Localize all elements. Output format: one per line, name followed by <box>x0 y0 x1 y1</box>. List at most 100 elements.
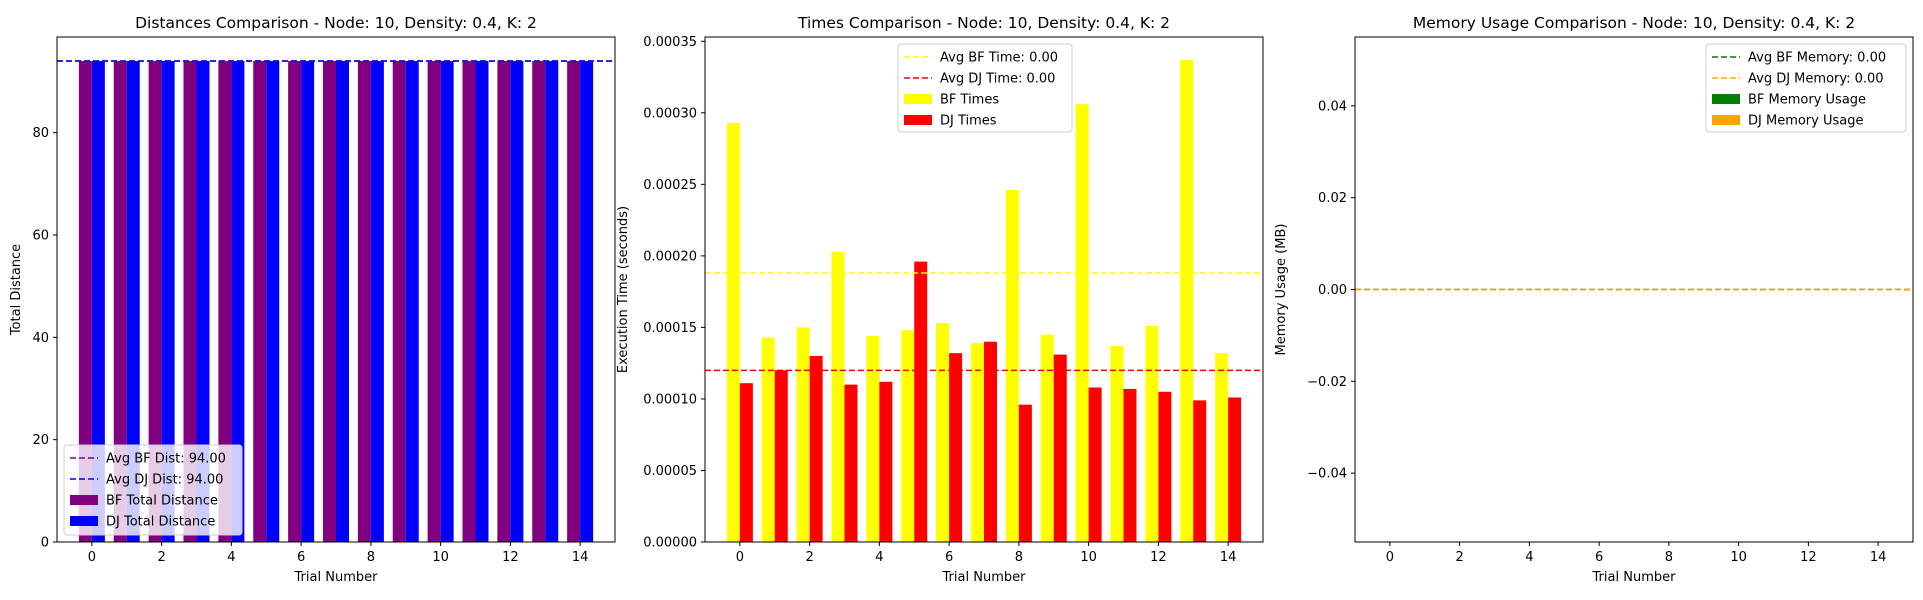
y-tick-label: 0.00020 <box>643 249 697 264</box>
bar-bf-total-distance-11 <box>462 61 476 543</box>
chart-title: Memory Usage Comparison - Node: 10, Dens… <box>1413 14 1855 32</box>
y-tick-label: −0.02 <box>1307 375 1347 390</box>
chart-panel-2: 0 2 4 6 8 10 12 14 0.00000 0.00005 0.00010 0.00015 0… <box>616 14 1264 585</box>
bar-bf-total-distance-5 <box>253 61 267 543</box>
x-axis-label: Trial Number <box>294 570 379 585</box>
bar-bf-total-distance-10 <box>427 61 441 543</box>
x-tick-label: 0 <box>736 550 744 565</box>
bar-dj-times-7 <box>984 341 997 542</box>
chart-title: Times Comparison - Node: 10, Density: 0.… <box>797 14 1170 32</box>
y-tick-label: 0 <box>41 536 49 551</box>
bar-dj-total-distance-5 <box>266 61 280 543</box>
x-tick-label: 10 <box>1730 550 1747 565</box>
bar-bf-times-3 <box>831 251 845 542</box>
x-tick-label: 8 <box>367 550 375 565</box>
bar-dj-total-distance-4 <box>231 61 245 543</box>
y-tick-label: −0.04 <box>1307 467 1347 482</box>
x-tick-label: 10 <box>1080 550 1097 565</box>
bar-dj-times-5 <box>914 261 928 542</box>
bar-bf-total-distance-13 <box>532 61 546 543</box>
legend-patch-swatch <box>70 495 98 505</box>
y-tick-label: 0.00035 <box>643 35 697 50</box>
bar-dj-times-12 <box>1158 391 1172 542</box>
x-tick-label: 14 <box>572 550 589 565</box>
x-tick-label: 14 <box>1870 550 1887 565</box>
x-tick-label: 8 <box>1665 550 1673 565</box>
y-tick-label: 0.00000 <box>643 536 697 551</box>
bar-bf-times-14 <box>1215 353 1229 542</box>
y-tick-label: 0.02 <box>1318 191 1347 206</box>
y-tick-label: 20 <box>32 433 49 448</box>
bar-dj-times-9 <box>1053 354 1067 542</box>
bar-dj-total-distance-8 <box>370 61 384 543</box>
bar-bf-total-distance-7 <box>323 61 336 543</box>
legend-patch-swatch <box>1712 115 1740 125</box>
y-tick-label: 0.00010 <box>643 392 697 407</box>
bar-dj-times-8 <box>1018 404 1032 542</box>
legend-box <box>1705 43 1907 133</box>
x-axis-label: Trial Number <box>1592 570 1677 585</box>
bar-dj-times-6 <box>949 353 963 542</box>
chart-title: Distances Comparison - Node: 10, Density… <box>135 14 537 32</box>
bar-dj-total-distance-3 <box>196 61 210 543</box>
bar-bf-times-0 <box>726 122 740 542</box>
x-tick-label: 6 <box>297 550 305 565</box>
bar-bf-total-distance-6 <box>288 61 302 543</box>
y-tick-label: 60 <box>32 229 49 244</box>
x-tick-label: 12 <box>1150 550 1167 565</box>
bar-bf-total-distance-8 <box>357 61 371 543</box>
x-tick-label: 0 <box>1386 550 1394 565</box>
x-tick-label: 6 <box>945 550 953 565</box>
bar-bf-times-13 <box>1180 59 1194 542</box>
x-tick-label: 12 <box>1800 550 1817 565</box>
bar-dj-times-10 <box>1088 387 1102 542</box>
y-tick-label: 0.00 <box>1318 283 1347 298</box>
x-tick-label: 10 <box>432 550 449 565</box>
legend-label: DJ Times <box>940 114 997 129</box>
legend: Avg BF Dist: 94.00 Avg DJ Dist: 94.00 BF T… <box>63 444 243 536</box>
x-tick-label: 4 <box>227 550 235 565</box>
legend-box <box>63 444 243 536</box>
bar-bf-total-distance-14 <box>567 61 581 543</box>
bar-bf-times-10 <box>1075 104 1089 543</box>
bar-dj-total-distance-2 <box>161 61 175 543</box>
x-tick-label: 14 <box>1220 550 1237 565</box>
bar-bf-total-distance-2 <box>148 61 162 543</box>
axes-frame <box>56 36 616 543</box>
bar-dj-total-distance-7 <box>336 61 349 543</box>
x-tick-label: 2 <box>157 550 165 565</box>
x-tick-label: 4 <box>875 550 883 565</box>
chart-panel-3: 0 2 4 6 8 10 12 14 −0.04 −0.02 0.00 0.02 0.04 Memory … <box>1274 14 1914 585</box>
legend: Avg BF Time: 0.00 Avg DJ Time: 0.00 BF Tim… <box>897 43 1073 133</box>
legend-label: DJ Total Distance <box>106 515 215 530</box>
x-tick-label: 8 <box>1015 550 1023 565</box>
y-axis-label: Total Distance <box>9 244 24 336</box>
y-tick-label: 0.00015 <box>643 321 697 336</box>
y-axis-label: Memory Usage (MB) <box>1274 224 1289 356</box>
legend-patch-swatch <box>1712 94 1740 104</box>
legend-label: Avg BF Time: 0.00 <box>940 51 1058 66</box>
legend-label: Avg DJ Time: 0.00 <box>940 72 1055 87</box>
bar-dj-total-distance-9 <box>405 61 419 543</box>
bar-dj-total-distance-6 <box>301 61 315 543</box>
bar-dj-times-14 <box>1228 397 1242 542</box>
bar-bf-total-distance-12 <box>497 61 511 543</box>
bar-bf-total-distance-1 <box>113 61 127 543</box>
legend-patch-swatch <box>904 115 932 125</box>
bar-dj-total-distance-10 <box>440 61 454 543</box>
x-tick-label: 4 <box>1525 550 1533 565</box>
legend-box <box>897 43 1073 133</box>
x-tick-label: 2 <box>805 550 813 565</box>
y-tick-label: 40 <box>32 331 49 346</box>
bar-bf-times-1 <box>761 337 775 542</box>
chart-panel-1: 0 2 4 6 8 10 12 14 0 20 40 60 80 Distances Comparison… <box>9 14 616 585</box>
y-tick-label: 0.00005 <box>643 464 697 479</box>
y-tick-label: 0.04 <box>1318 99 1347 114</box>
bar-bf-total-distance-3 <box>183 61 197 543</box>
legend-label: BF Memory Usage <box>1748 93 1866 108</box>
bar-dj-times-4 <box>879 381 893 542</box>
bar-bf-times-11 <box>1110 346 1124 542</box>
bar-dj-times-0 <box>739 383 753 542</box>
x-tick-label: 12 <box>502 550 519 565</box>
